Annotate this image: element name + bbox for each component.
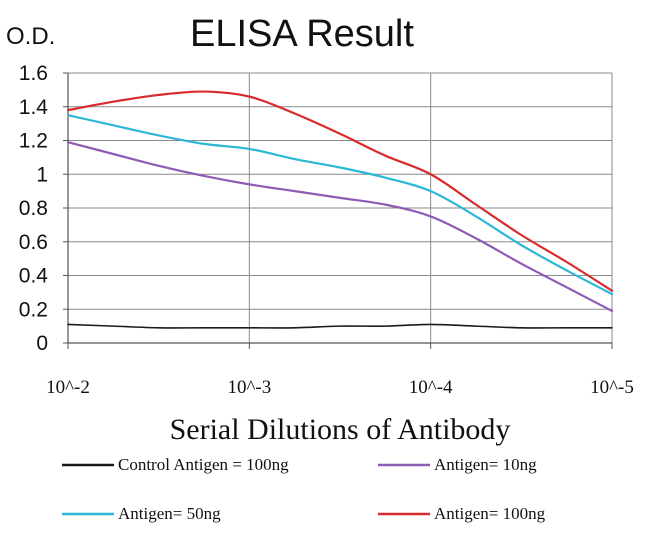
x-tick-label: 10^-3 bbox=[227, 377, 271, 398]
legend: Control Antigen = 100ng Antigen= 10ng Anti… bbox=[62, 455, 546, 523]
series-line-antigen-10ng bbox=[66, 141, 614, 313]
y-tick-label: 1 bbox=[36, 163, 48, 186]
legend-label: Antigen= 100ng bbox=[434, 504, 546, 523]
y-tick-label: 1.2 bbox=[19, 130, 48, 153]
series-line-antigen-50ng bbox=[66, 114, 614, 296]
y-tick-label: 1.6 bbox=[19, 62, 48, 85]
chart-title: ELISA Result bbox=[190, 13, 414, 55]
y-tick-label: 0.6 bbox=[19, 231, 48, 254]
x-tick-label: 10^-2 bbox=[46, 377, 90, 398]
x-tick-labels: 10^-2 10^-3 10^-4 10^-5 bbox=[46, 377, 634, 398]
plot-axes bbox=[63, 72, 613, 349]
y-tick-label: 0.2 bbox=[19, 298, 48, 321]
x-axis-title: Serial Dilutions of Antibody bbox=[170, 413, 511, 446]
series-lines bbox=[66, 90, 614, 329]
y-tick-labels: 0 0.2 0.4 0.6 0.8 1 1.2 1.4 1.6 bbox=[19, 62, 49, 355]
y-tick-label: 0 bbox=[36, 332, 48, 355]
y-tick-label: 1.4 bbox=[19, 96, 49, 119]
legend-label: Antigen= 10ng bbox=[434, 455, 537, 474]
y-tick-label: 0.8 bbox=[19, 197, 48, 220]
series-line-control-antigen-100ng bbox=[67, 323, 613, 329]
legend-label: Antigen= 50ng bbox=[118, 504, 221, 523]
series-line-antigen-100ng bbox=[66, 90, 614, 292]
plot-grid bbox=[68, 72, 613, 343]
y-axis-title: O.D. bbox=[6, 23, 55, 50]
x-tick-label: 10^-4 bbox=[409, 377, 453, 398]
y-tick-label: 0.4 bbox=[19, 265, 49, 288]
x-tick-label: 10^-5 bbox=[590, 377, 634, 398]
legend-label: Control Antigen = 100ng bbox=[118, 455, 289, 474]
